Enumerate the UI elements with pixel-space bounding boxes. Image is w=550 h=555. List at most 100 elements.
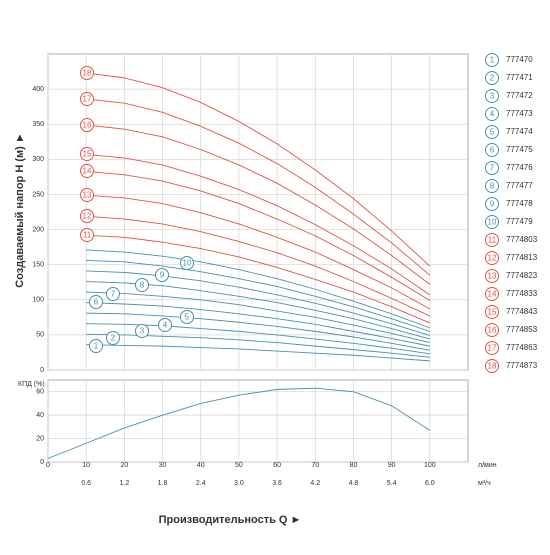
series-line — [86, 291, 430, 344]
series-line — [86, 249, 430, 329]
curve-label: 16 — [83, 121, 92, 130]
legend-number: 7 — [490, 164, 495, 173]
legend-number: 12 — [488, 254, 497, 263]
legend-label: 777479 — [506, 217, 533, 226]
x-axis-title: Производительность Q ► — [159, 514, 302, 526]
legend-label: 777473 — [506, 109, 533, 118]
curve-label: 10 — [183, 259, 192, 268]
curve-label: 14 — [83, 167, 92, 176]
x2-tick-label: 3.0 — [234, 480, 244, 487]
series-line — [86, 194, 431, 310]
curve-label-circle — [180, 256, 194, 270]
legend-number: 10 — [488, 218, 497, 227]
x2-tick-label: 6.0 — [425, 480, 435, 487]
x-tick-label: 30 — [159, 462, 167, 469]
legend-label: 7774823 — [506, 271, 538, 280]
legend-number: 14 — [488, 290, 497, 299]
curve-label: 6 — [94, 298, 99, 307]
curve-label-circle — [158, 318, 172, 332]
legend-label: 777471 — [506, 73, 533, 82]
y-tick-label: 60 — [36, 389, 44, 396]
y-tick-label: 250 — [32, 191, 44, 198]
curve-label: 15 — [83, 150, 92, 159]
legend-label: 7774833 — [506, 289, 538, 298]
y-tick-label: 50 — [36, 332, 44, 339]
legend-circle — [485, 89, 499, 103]
series-line — [86, 170, 431, 301]
legend-label: 7774803 — [506, 235, 538, 244]
series-line — [86, 234, 430, 324]
legend-number: 2 — [490, 74, 495, 83]
curve-label-circle — [106, 331, 120, 345]
x-tick-label: 10 — [82, 462, 90, 469]
legend-circle — [485, 197, 499, 211]
legend-circle — [485, 323, 499, 337]
x-tick-label: 20 — [120, 462, 128, 469]
legend-circle — [485, 143, 499, 157]
series-line — [86, 153, 431, 296]
x-tick-label: 40 — [197, 462, 205, 469]
x-tick-label: 90 — [388, 462, 396, 469]
curve-label: 13 — [83, 191, 92, 200]
legend-label: 777472 — [506, 91, 533, 100]
x2-tick-label: 1.2 — [119, 480, 129, 487]
y-tick-label: 100 — [32, 297, 44, 304]
curve-label: 3 — [140, 327, 145, 336]
curve-label: 17 — [83, 95, 92, 104]
legend-label: 777474 — [506, 127, 533, 136]
series-line — [86, 215, 431, 317]
y-tick-label: 0 — [40, 459, 44, 466]
curve-label-circle — [135, 324, 149, 338]
series-line — [86, 270, 430, 337]
curve-label-circle — [155, 268, 169, 282]
curve-label: 5 — [185, 313, 190, 322]
y-tick-label: 400 — [32, 86, 44, 93]
legend-circle — [485, 179, 499, 193]
series-line — [86, 260, 430, 332]
curve-label-circle — [80, 92, 94, 106]
x-tick-label: 60 — [273, 462, 281, 469]
series-line — [86, 98, 431, 276]
legend-circle — [485, 233, 499, 247]
legend-label: 777476 — [506, 163, 533, 172]
curve-label-circle — [80, 66, 94, 80]
curve-label-circle — [80, 164, 94, 178]
legend-number: 15 — [488, 308, 497, 317]
series-line — [47, 387, 431, 459]
legend-number: 4 — [490, 110, 495, 119]
x-unit: л/мин — [478, 462, 497, 469]
curve-label: 12 — [83, 212, 92, 221]
legend-number: 5 — [490, 128, 495, 137]
series-line — [86, 344, 430, 362]
curve-label: 18 — [83, 69, 92, 78]
curve-label: 7 — [111, 290, 116, 299]
legend-circle — [485, 215, 499, 229]
curve-label: 1 — [94, 342, 99, 351]
legend-number: 18 — [488, 362, 497, 371]
y-tick-label: 40 — [36, 412, 44, 419]
x2-tick-label: 3.6 — [272, 480, 282, 487]
x2-unit: м³/ч — [478, 480, 491, 487]
curve-label-circle — [89, 295, 103, 309]
curve-label-circle — [80, 147, 94, 161]
x-tick-label: 50 — [235, 462, 243, 469]
curve-label: 2 — [111, 334, 116, 343]
x2-tick-label: 1.8 — [158, 480, 168, 487]
legend-label: 777477 — [506, 181, 533, 190]
curve-label: 8 — [140, 281, 145, 290]
series-line — [86, 302, 430, 347]
legend-number: 17 — [488, 344, 497, 353]
legend-circle — [485, 341, 499, 355]
legend-label: 7774873 — [506, 361, 538, 370]
legend-number: 1 — [490, 56, 495, 65]
curve-label-circle — [106, 287, 120, 301]
legend-number: 16 — [488, 326, 497, 335]
curve-label-circle — [89, 339, 103, 353]
legend-number: 6 — [490, 146, 495, 155]
legend-number: 9 — [490, 200, 495, 209]
y-tick-label: 200 — [32, 226, 44, 233]
legend-number: 13 — [488, 272, 497, 281]
curve-label: 11 — [83, 231, 92, 240]
legend-circle — [485, 359, 499, 373]
